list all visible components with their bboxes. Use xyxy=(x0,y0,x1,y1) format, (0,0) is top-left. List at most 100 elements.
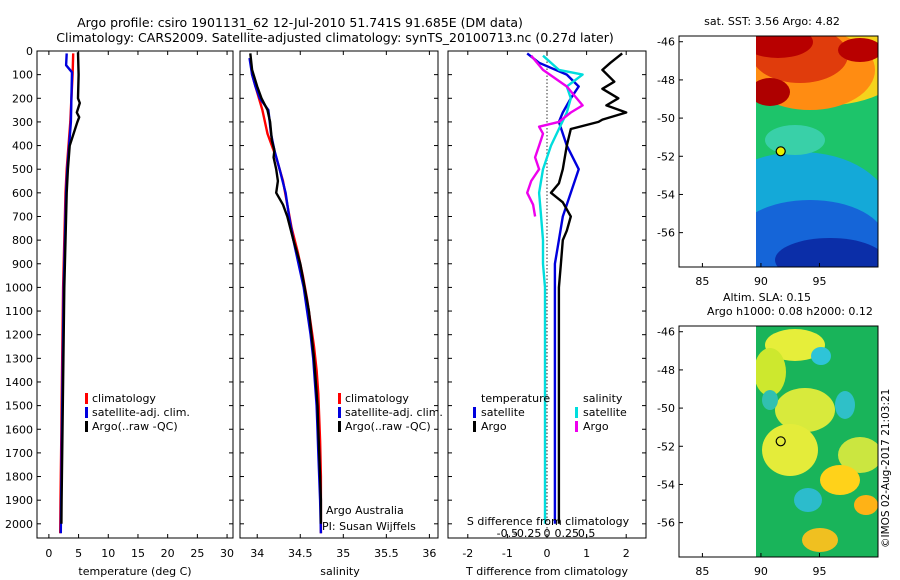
sst-darkred-region-east xyxy=(838,38,878,62)
sla-cyan-patch-1 xyxy=(811,347,831,365)
legend-swatch-satellite-adj xyxy=(338,407,341,418)
series-line-temperature-satellite xyxy=(526,52,580,524)
lat-tick-label: -50 xyxy=(657,402,675,415)
y-tick-label: 800 xyxy=(12,234,33,247)
series-line-argo-raw-qc xyxy=(249,53,323,524)
temperature-legend: climatology satellite-adj. clim. Argo(..… xyxy=(85,392,190,433)
y-tick-label: 0 xyxy=(26,45,33,58)
s-tick-label: 0.5 xyxy=(578,527,596,540)
sla-cyan-patch-4 xyxy=(794,488,822,512)
sla-map-panel: Altim. SLA: 0.15 Argo h1000: 0.08 h2000:… xyxy=(657,291,879,578)
sst-map-frame xyxy=(678,35,879,268)
temperature-axes-box xyxy=(36,50,234,539)
lat-tick-label: -56 xyxy=(657,517,675,530)
lat-tick-label: -54 xyxy=(657,188,675,201)
sla-yellow-patch-5 xyxy=(838,437,878,473)
sst-map-panel: sat. SST: 3.56 Argo: 4.82 -46 -48 -50 -52 -5… xyxy=(657,15,879,288)
legend-label-temperature-satellite: satellite xyxy=(481,406,525,419)
lat-tick-label: -46 xyxy=(657,326,675,339)
legend-label-argo: Argo(..raw -QC) xyxy=(345,420,431,433)
y-tick-label: 600 xyxy=(12,187,33,200)
sla-map-title-line2: Argo h1000: 0.08 h2000: 0.12 xyxy=(707,305,873,318)
y-tick-label: 100 xyxy=(12,69,33,82)
legend-label-satellite-adj: satellite-adj. clim. xyxy=(345,406,443,419)
sla-yellow-patch-3 xyxy=(775,388,835,432)
lat-tick-label: -46 xyxy=(657,36,675,49)
sst-x-ticks: 85 90 95 xyxy=(695,263,826,288)
legend-swatch-salinity-argo xyxy=(575,421,578,432)
sla-cyan-patch-2 xyxy=(835,391,855,419)
salinity-legend: climatology satellite-adj. clim. Argo(..… xyxy=(338,392,443,433)
y-tick-label: 1500 xyxy=(5,400,33,413)
sla-map-title-line1: Altim. SLA: 0.15 xyxy=(723,291,811,304)
annotation-argo-australia: Argo Australia xyxy=(326,504,404,517)
legend-swatch-satellite-adj xyxy=(85,407,88,418)
lon-tick-label: 90 xyxy=(754,565,768,578)
imos-credit: ©IMOS 02-Aug-2017 21:03:21 xyxy=(880,389,892,548)
s-tick-label: -0.25 xyxy=(513,527,541,540)
sla-orange-patch-2 xyxy=(802,528,838,552)
y-tick-label: 1900 xyxy=(5,494,33,507)
sst-map-title: sat. SST: 3.56 Argo: 4.82 xyxy=(704,15,840,28)
y-tick-label: 1700 xyxy=(5,447,33,460)
s-tick-label: 0.25 xyxy=(555,527,580,540)
x-tick-label: 5 xyxy=(75,547,82,560)
salinity-panel: 34 34.5 35 35.5 36 salinity climatology sate… xyxy=(239,50,443,578)
legend-label-argo: Argo(..raw -QC) xyxy=(92,420,178,433)
sla-argo-location-marker xyxy=(775,436,786,447)
difference-series xyxy=(526,52,628,524)
x-tick-label: 20 xyxy=(161,547,175,560)
y-tick-label: 1800 xyxy=(5,471,33,484)
difference-y-ticks xyxy=(448,50,646,525)
legend-swatch-salinity-satellite xyxy=(575,407,578,418)
lat-tick-label: -56 xyxy=(657,227,675,240)
legend-label-satellite-adj: satellite-adj. clim. xyxy=(92,406,190,419)
x-tick-label: 10 xyxy=(101,547,115,560)
sla-cyan-patch-3 xyxy=(762,390,778,410)
y-tick-label: 1400 xyxy=(5,376,33,389)
x-tick-label: 35 xyxy=(336,547,350,560)
figure-title-line2: Climatology: CARS2009. Satellite-adjuste… xyxy=(56,30,613,45)
lat-tick-label: -52 xyxy=(657,440,675,453)
legend-title-temperature: temperature xyxy=(481,392,550,405)
x-tick-label: 30 xyxy=(220,547,234,560)
salinity-x-ticks: 34 34.5 35 35.5 36 xyxy=(250,51,436,560)
salinity-x-label: salinity xyxy=(320,565,360,578)
x-tick-label: -1 xyxy=(502,547,513,560)
temperature-x-label: temperature (deg C) xyxy=(78,565,191,578)
lon-tick-label: 85 xyxy=(695,275,709,288)
sst-y-ticks: -46 -48 -50 -52 -54 -56 xyxy=(657,36,683,240)
legend-swatch-temperature-satellite xyxy=(473,407,476,418)
legend-swatch-argo xyxy=(85,421,88,432)
s-tick-label: -0.5 xyxy=(497,527,518,540)
y-tick-label: 1000 xyxy=(5,281,33,294)
sla-orange-patch-3 xyxy=(854,495,878,515)
lon-tick-label: 95 xyxy=(812,565,826,578)
figure-title-line1: Argo profile: csiro 1901131_62 12-Jul-20… xyxy=(77,15,523,30)
lon-tick-label: 85 xyxy=(695,565,709,578)
difference-panel: -2 -1 0 1 2 -0.5-0.25 0 0.250.5 S difference f… xyxy=(447,50,647,578)
y-tick-label: 1300 xyxy=(5,352,33,365)
y-tick-label: 500 xyxy=(12,163,33,176)
annotation-pi: PI: Susan Wijffels xyxy=(322,520,416,533)
y-tick-label: 2000 xyxy=(5,518,33,531)
series-line-salinity-argo xyxy=(526,54,584,217)
sla-map-field xyxy=(756,326,878,557)
legend-swatch-climatology xyxy=(85,393,88,404)
x-tick-label: 2 xyxy=(623,547,630,560)
sla-yellow-patch-2 xyxy=(756,348,786,396)
y-tick-label: 1200 xyxy=(5,329,33,342)
x-tick-label: 34.5 xyxy=(288,547,313,560)
legend-swatch-temperature-argo xyxy=(473,421,476,432)
sst-darkred-region-south xyxy=(756,78,790,106)
x-tick-label: 1 xyxy=(583,547,590,560)
s-tick-label: 0 xyxy=(544,527,551,540)
legend-label-climatology: climatology xyxy=(92,392,156,405)
lon-tick-label: 95 xyxy=(812,275,826,288)
y-tick-label: 900 xyxy=(12,258,33,271)
temperature-x-ticks: 0 5 10 15 20 25 30 xyxy=(45,51,234,560)
x-tick-label: 36 xyxy=(422,547,436,560)
difference-legend: temperature salinity satellite Argo sate… xyxy=(473,392,627,433)
legend-label-temperature-argo: Argo xyxy=(481,420,507,433)
